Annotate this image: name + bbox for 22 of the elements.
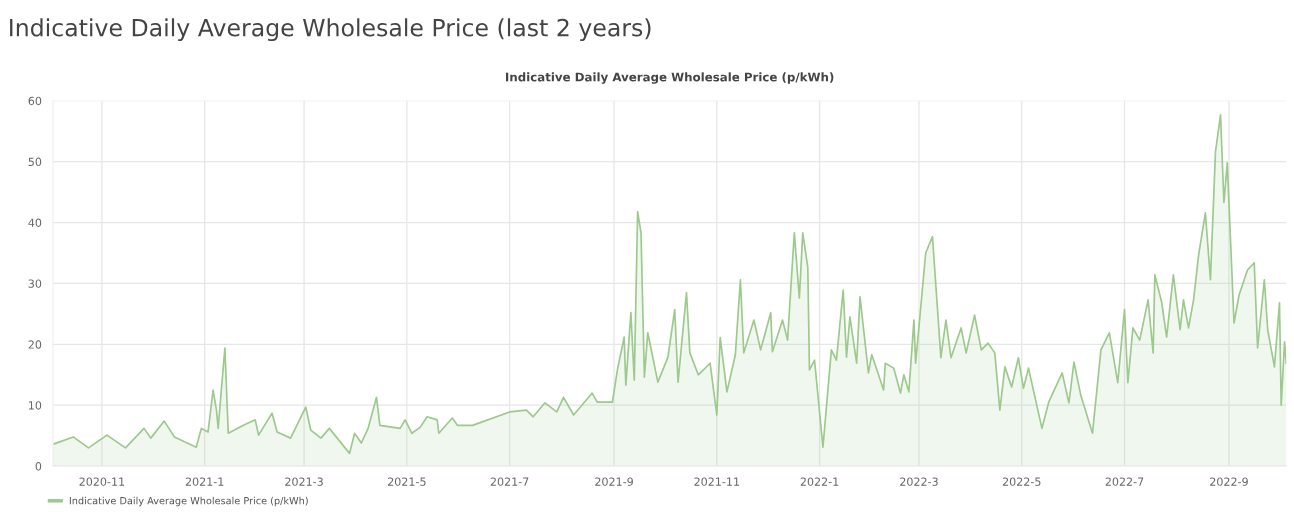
x-tick-label: 2020-11 bbox=[79, 477, 125, 486]
y-tick-label: 40 bbox=[28, 218, 42, 227]
x-tick-label: 2022-3 bbox=[900, 477, 938, 486]
chart-subtitle: Indicative Daily Average Wholesale Price (p/kWh) bbox=[506, 72, 834, 84]
chart-title: Indicative Daily Average Wholesale Price (last 2 years) bbox=[10, 18, 651, 42]
x-tick-label: 2021-3 bbox=[285, 477, 323, 486]
y-tick-label: 50 bbox=[28, 157, 42, 167]
x-tick-label: 2021-11 bbox=[694, 477, 739, 486]
x-tick-label: 2022-9 bbox=[1210, 477, 1248, 486]
y-tick-label: 10 bbox=[29, 401, 42, 410]
x-tick-label: 2022-1 bbox=[800, 477, 839, 486]
x-tick-label: 2021-7 bbox=[490, 477, 529, 486]
y-tick-label: 60 bbox=[28, 96, 42, 106]
y-tick-label: 30 bbox=[28, 279, 42, 288]
legend-label: Indicative Daily Average Wholesale Price (p/kWh) bbox=[69, 496, 308, 507]
y-tick-label: 0 bbox=[35, 462, 42, 471]
x-tick-label: 2021-9 bbox=[595, 477, 633, 486]
x-tick-label: 2021-5 bbox=[387, 477, 426, 486]
x-tick-label: 2021-1 bbox=[185, 477, 224, 486]
x-tick-label: 2022-5 bbox=[1002, 477, 1041, 486]
y-tick-label: 20 bbox=[28, 340, 42, 349]
x-tick-label: 2022-7 bbox=[1105, 477, 1144, 486]
